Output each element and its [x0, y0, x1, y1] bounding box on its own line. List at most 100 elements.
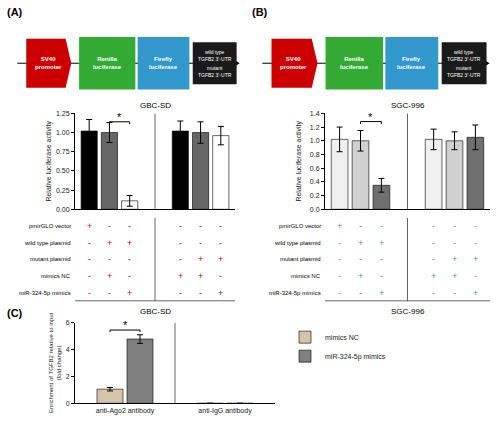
svg-text:wild typeTGFB2 3’-UTR: wild typeTGFB2 3’-UTR — [198, 49, 232, 62]
svg-text:0.50: 0.50 — [56, 167, 70, 174]
svg-text:GBC-SD: GBC-SD — [140, 101, 171, 110]
svg-text:pmirGLO vector: pmirGLO vector — [279, 223, 321, 229]
svg-text:mutantTGFB2 3’-UTR: mutantTGFB2 3’-UTR — [198, 65, 232, 78]
svg-text:-: - — [179, 238, 182, 248]
svg-text:-: - — [359, 288, 362, 298]
svg-text:-: - — [219, 221, 222, 231]
svg-text:mimics NC: mimics NC — [291, 273, 321, 279]
svg-text:-: - — [359, 254, 362, 264]
svg-text:-: - — [338, 271, 341, 281]
svg-text:+: + — [87, 221, 92, 231]
svg-text:*: * — [117, 111, 122, 123]
svg-text:-: - — [474, 221, 477, 231]
svg-text:0.0: 0.0 — [310, 206, 320, 213]
svg-text:+: + — [379, 238, 384, 248]
svg-text:+: + — [198, 254, 203, 264]
svg-text:+: + — [218, 254, 223, 264]
svg-text:-: - — [88, 254, 91, 264]
svg-text:Renillaluciferase: Renillaluciferase — [93, 56, 122, 70]
svg-text:0.8: 0.8 — [310, 151, 320, 158]
svg-text:-: - — [179, 221, 182, 231]
svg-text:+: + — [218, 288, 223, 298]
svg-text:SGC-996: SGC-996 — [391, 307, 425, 316]
svg-text:-: - — [88, 271, 91, 281]
svg-text:+: + — [107, 238, 112, 248]
svg-text:+: + — [337, 221, 342, 231]
svg-text:-: - — [108, 221, 111, 231]
svg-text:mutant plasmid: mutant plasmid — [280, 256, 321, 262]
svg-text:1.25: 1.25 — [56, 110, 70, 117]
svg-text:mimics NC: mimics NC — [325, 334, 359, 341]
svg-text:pmirGLO vector: pmirGLO vector — [29, 223, 71, 229]
svg-text:mutantTGFB2 3’-UTR: mutantTGFB2 3’-UTR — [447, 65, 481, 78]
svg-text:Relative luciferase activity: Relative luciferase activity — [45, 121, 53, 202]
svg-text:*: * — [123, 319, 128, 331]
svg-text:0.2: 0.2 — [310, 192, 320, 199]
svg-text:miR-324-5p mimics: miR-324-5p mimics — [269, 290, 321, 296]
svg-text:*: * — [368, 111, 373, 123]
svg-text:Fireflyluciferase: Fireflyluciferase — [149, 56, 178, 70]
svg-text:0: 0 — [66, 400, 70, 407]
svg-text:-: - — [199, 238, 202, 248]
svg-text:miR-324-5p mimics: miR-324-5p mimics — [19, 290, 71, 296]
svg-text:-: - — [380, 271, 383, 281]
svg-text:-: - — [108, 254, 111, 264]
svg-text:+: + — [379, 288, 384, 298]
svg-text:-: - — [453, 221, 456, 231]
svg-text:+: + — [198, 271, 203, 281]
svg-text:-: - — [338, 238, 341, 248]
svg-text:-: - — [432, 288, 435, 298]
svg-text:+: + — [107, 271, 112, 281]
svg-text:0.6: 0.6 — [310, 165, 320, 172]
svg-text:+: + — [178, 271, 183, 281]
svg-text:mutant plasmid: mutant plasmid — [30, 256, 71, 262]
svg-text:-: - — [88, 238, 91, 248]
svg-text:Enrichment of TGFB2 relative t: Enrichment of TGFB2 relative to input(fo… — [48, 313, 62, 414]
svg-text:-: - — [128, 254, 131, 264]
svg-text:+: + — [127, 238, 132, 248]
svg-text:-: - — [432, 254, 435, 264]
svg-text:anti-Ago2 antibody: anti-Ago2 antibody — [96, 407, 155, 415]
svg-text:+: + — [358, 238, 363, 248]
svg-text:-: - — [432, 221, 435, 231]
svg-text:anti-IgG antibody: anti-IgG antibody — [198, 407, 252, 415]
svg-text:-: - — [474, 271, 477, 281]
svg-text:-: - — [88, 288, 91, 298]
svg-text:+: + — [452, 271, 457, 281]
svg-text:GBC-SD: GBC-SD — [140, 307, 171, 316]
svg-text:-: - — [359, 221, 362, 231]
svg-text:-: - — [338, 288, 341, 298]
svg-text:-: - — [128, 271, 131, 281]
svg-text:2: 2 — [66, 373, 70, 380]
svg-text:0.00: 0.00 — [56, 206, 70, 213]
svg-text:-: - — [474, 238, 477, 248]
svg-text:0.4: 0.4 — [310, 178, 320, 185]
svg-text:wild type plasmid: wild type plasmid — [24, 240, 71, 246]
svg-text:-: - — [219, 238, 222, 248]
svg-text:+: + — [452, 254, 457, 264]
svg-text:+: + — [473, 254, 478, 264]
svg-text:-: - — [179, 288, 182, 298]
svg-text:wild typeTGFB2 3’-UTR: wild typeTGFB2 3’-UTR — [447, 49, 481, 62]
svg-text:-: - — [199, 288, 202, 298]
svg-text:Renillaluciferase: Renillaluciferase — [340, 56, 369, 70]
svg-text:miR-324-5p mimics: miR-324-5p mimics — [325, 353, 386, 361]
svg-text:(A): (A) — [7, 6, 23, 18]
svg-text:0.75: 0.75 — [56, 148, 70, 155]
svg-text:1.4: 1.4 — [310, 110, 320, 117]
svg-text:-: - — [108, 288, 111, 298]
svg-text:-: - — [338, 254, 341, 264]
svg-text:-: - — [453, 238, 456, 248]
svg-text:SV40promoter: SV40promoter — [280, 56, 307, 70]
svg-text:-: - — [128, 221, 131, 231]
svg-text:-: - — [432, 238, 435, 248]
svg-text:1.0: 1.0 — [310, 137, 320, 144]
svg-text:-: - — [453, 288, 456, 298]
svg-text:(B): (B) — [252, 6, 268, 18]
svg-text:wild type plasmid: wild type plasmid — [274, 240, 321, 246]
svg-text:6: 6 — [66, 319, 70, 326]
svg-text:SV40promoter: SV40promoter — [35, 56, 62, 70]
svg-text:+: + — [431, 271, 436, 281]
svg-text:-: - — [380, 254, 383, 264]
svg-text:SGC-996: SGC-996 — [391, 101, 425, 110]
